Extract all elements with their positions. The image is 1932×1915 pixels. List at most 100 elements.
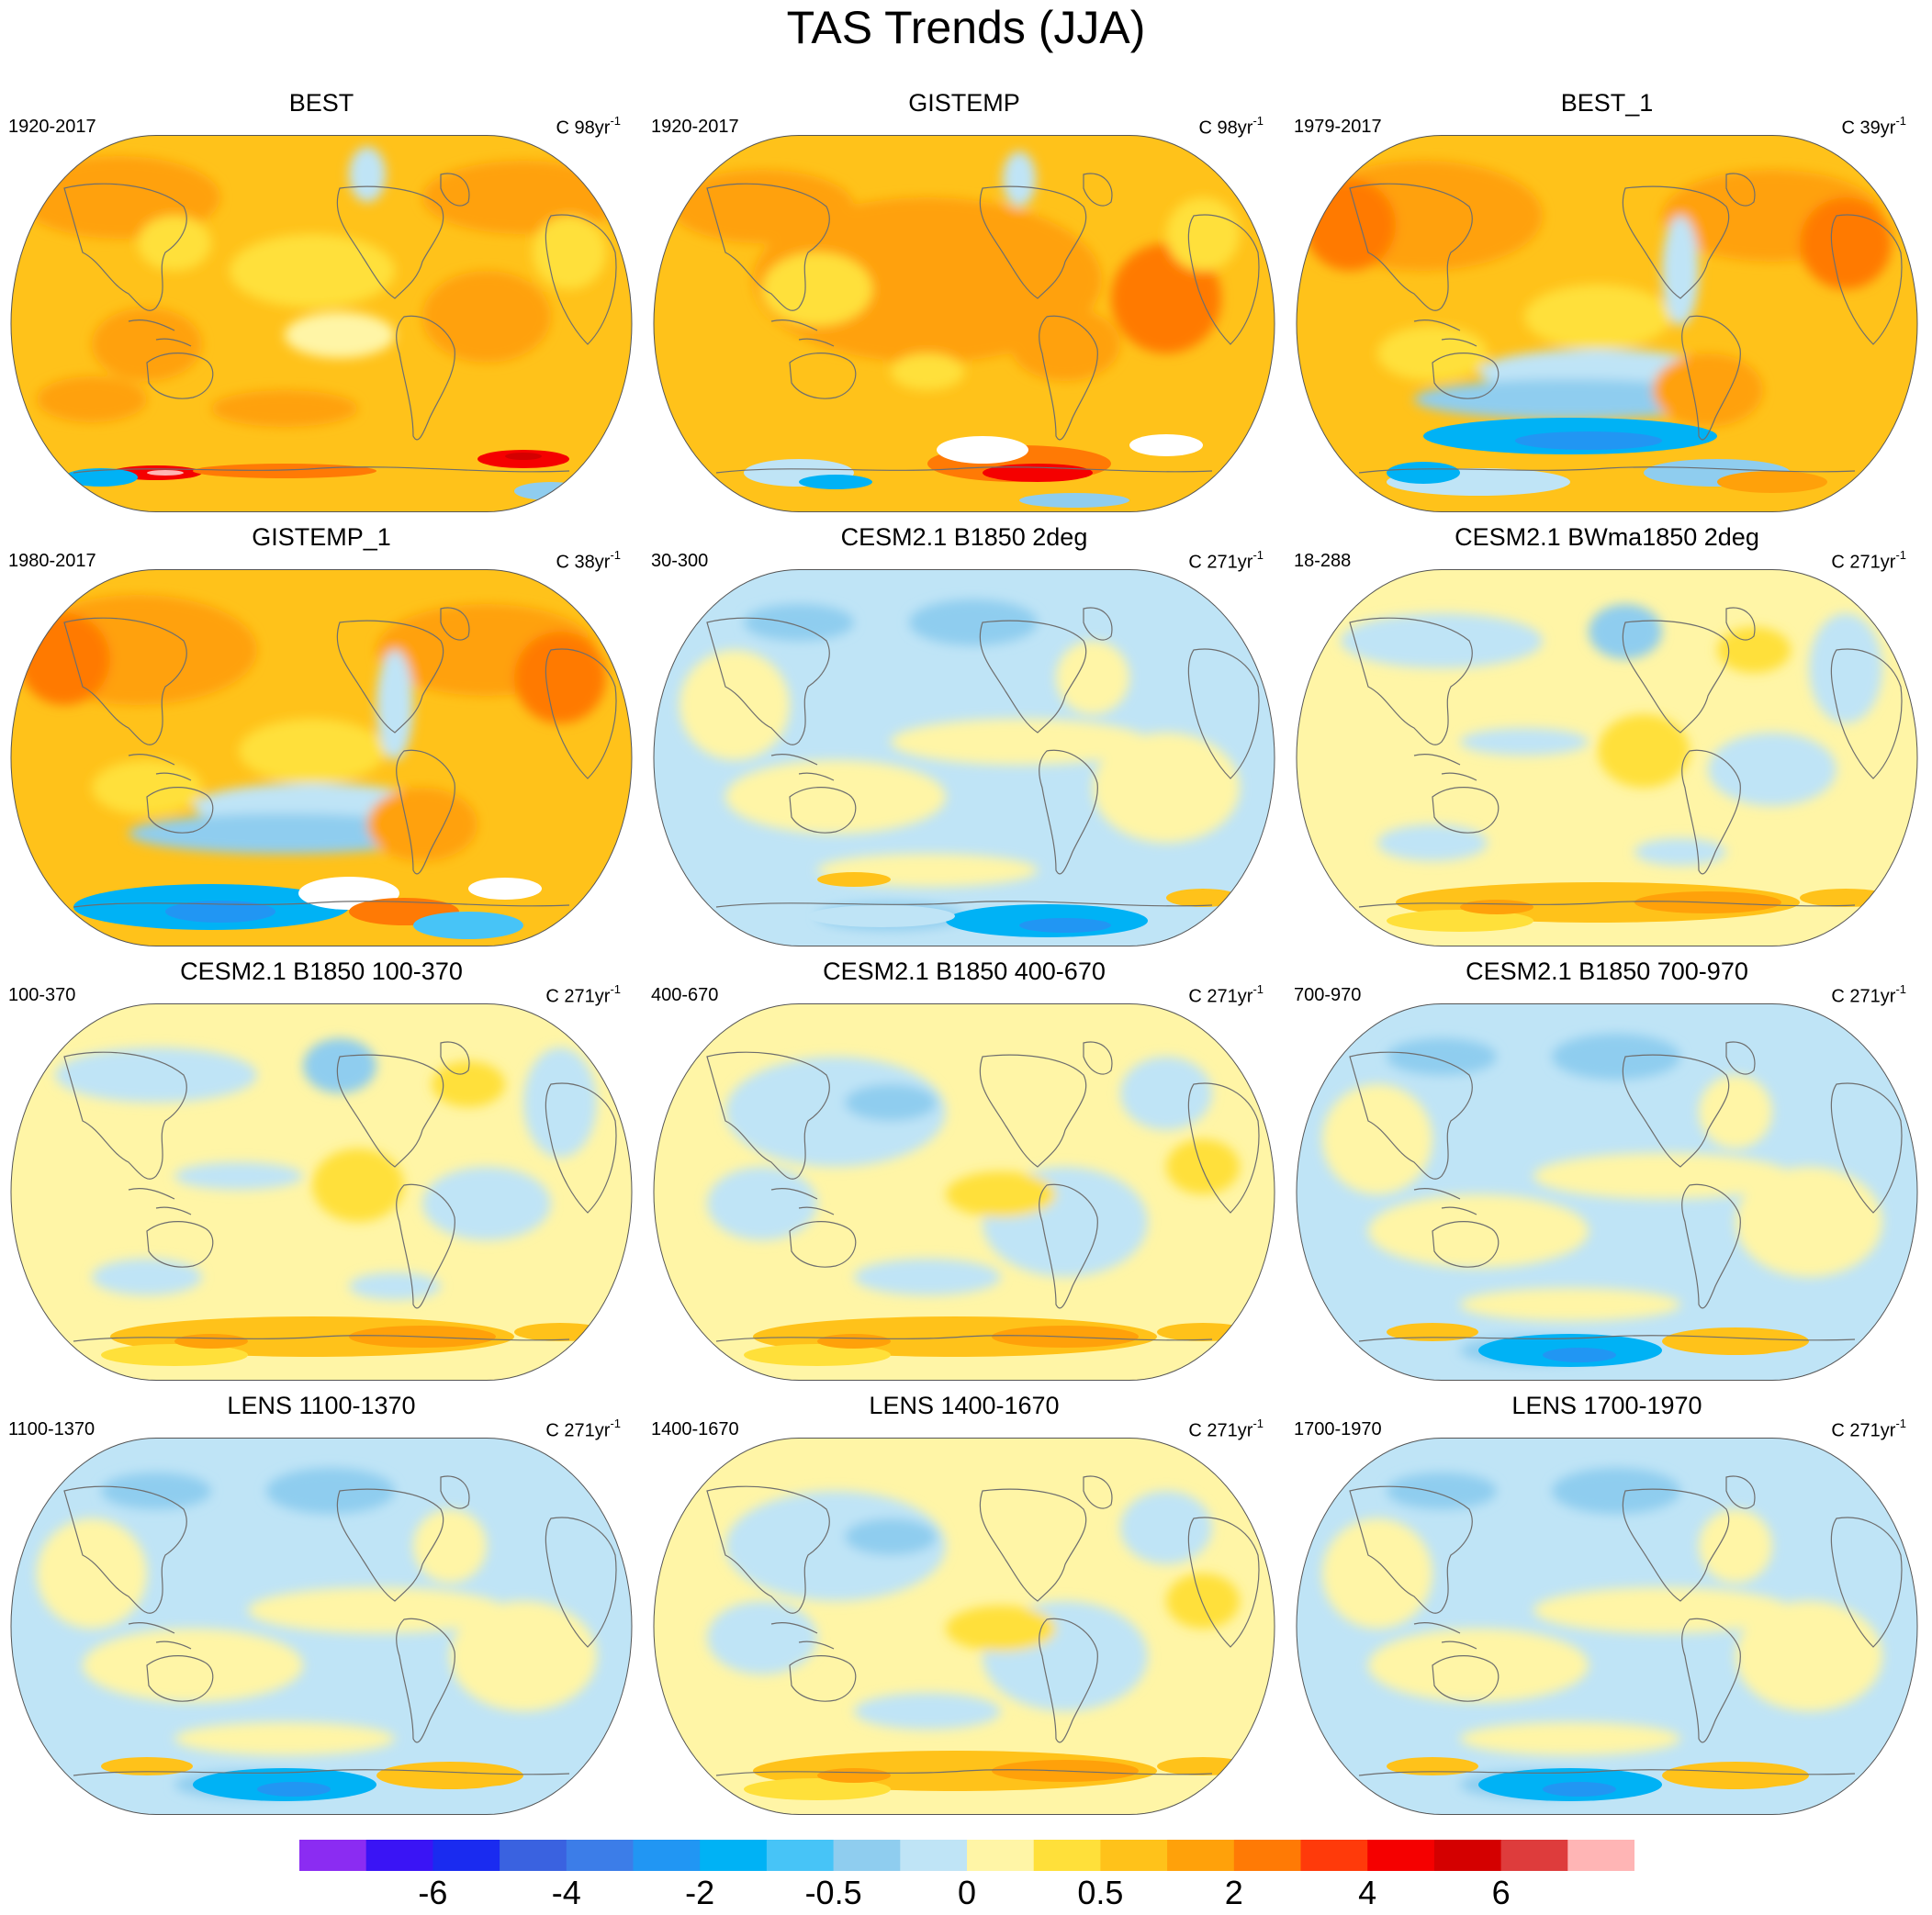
coastline [789, 787, 857, 834]
coastline [1681, 1183, 1741, 1309]
trend-region [422, 271, 551, 363]
map-outline [10, 1003, 633, 1381]
colorbar-box [566, 1840, 634, 1871]
trend-region [1460, 728, 1589, 756]
trend-region [1387, 1038, 1497, 1075]
coastline [789, 1655, 857, 1702]
trend-region [1166, 1573, 1240, 1629]
coastline [1622, 185, 1730, 299]
trend-region [1653, 353, 1763, 427]
coastline [336, 620, 444, 734]
map-panel: CESM2.1 BWma1850 2deg 18-288 C 271yr-1 [1286, 521, 1928, 953]
trend-region [92, 1259, 202, 1295]
map-panel: CESM2.1 B1850 100-370 100-370 C 271yr-1 [0, 956, 643, 1387]
coastline [1413, 754, 1477, 781]
trend-region [1552, 1034, 1680, 1080]
trend-region [1387, 1323, 1478, 1341]
trend-region [1387, 1757, 1478, 1775]
trend-region [303, 1038, 376, 1093]
panel-title: CESM2.1 B1850 100-370 [180, 958, 463, 985]
colorbar-box [1100, 1840, 1168, 1871]
panel-period-label: 1920-2017 [651, 117, 739, 137]
trend-region [680, 650, 790, 760]
trend-region [1157, 1757, 1249, 1775]
colorbar-box [500, 1840, 567, 1871]
trend-region [37, 1518, 147, 1629]
coastline [1830, 648, 1903, 779]
trend-region [468, 878, 542, 900]
colorbar-tick-label: -6 [418, 1874, 448, 1911]
trend-region [211, 390, 358, 427]
panel-units-label: C 271yr-1 [1188, 1417, 1264, 1441]
trend-region [808, 905, 955, 927]
trend-region [891, 719, 1148, 765]
coastline [1622, 1488, 1730, 1602]
coastline [770, 754, 835, 781]
trend-region [1800, 889, 1892, 907]
coastline [146, 353, 214, 399]
coastline [1083, 1041, 1113, 1075]
trend-region [1708, 733, 1837, 806]
coastline [336, 1488, 444, 1602]
map-outline [10, 135, 633, 512]
colorbar-box [1300, 1840, 1368, 1871]
coastline [545, 1517, 617, 1648]
coastline [63, 1051, 187, 1180]
trend-region [422, 1167, 551, 1240]
robinson-map [653, 135, 1275, 512]
trend-region [101, 1757, 193, 1775]
trend-region [799, 475, 872, 489]
panel-period-label: 400-670 [651, 985, 719, 1005]
coastline [706, 183, 830, 311]
map-outline [653, 569, 1275, 946]
trend-region [946, 1171, 1056, 1217]
trend-region [1524, 285, 1671, 349]
coastline [770, 1622, 835, 1650]
panel-period-label: 18-288 [1294, 551, 1352, 571]
panel-units-label: C 38yr-1 [556, 548, 621, 573]
coastline [146, 1655, 214, 1702]
coastline [715, 466, 1213, 474]
trend-region [1800, 197, 1892, 289]
coastline [770, 1188, 835, 1215]
trend-region [514, 482, 588, 500]
panel-period-label: 1100-1370 [8, 1419, 95, 1439]
colorbar-box [1500, 1840, 1568, 1871]
map-panel: BEST_1 1979-2017 C 39yr-1 [1286, 87, 1928, 519]
colorbar-box [900, 1840, 968, 1871]
trend-region [725, 760, 946, 834]
trend-region [946, 1606, 1056, 1652]
trend-region [285, 312, 395, 358]
coastline [440, 607, 470, 641]
robinson-map [10, 1438, 633, 1815]
coastline [396, 1618, 455, 1743]
coastline [1830, 214, 1903, 345]
coastline [1622, 1054, 1730, 1168]
trend-region [1699, 1509, 1772, 1583]
trend-region [349, 1272, 441, 1300]
trend-region [1699, 1075, 1772, 1148]
trend-region [854, 1259, 1001, 1295]
trend-region [248, 1587, 505, 1633]
coastline [1358, 1335, 1856, 1342]
coastline [706, 1485, 830, 1614]
coastline [979, 185, 1087, 299]
colorbar-tick-label: -0.5 [804, 1874, 862, 1911]
trend-region [138, 216, 211, 271]
coastline [1432, 353, 1500, 399]
trend-region [349, 147, 386, 202]
trend-region [1809, 613, 1882, 723]
coastline [715, 901, 1213, 908]
coastline [1358, 466, 1856, 474]
trend-region [1735, 1601, 1882, 1711]
coastline [1039, 1183, 1098, 1309]
trend-region [707, 1601, 817, 1674]
coastline [1432, 1655, 1500, 1702]
trend-region [1662, 216, 1699, 326]
panel-units-label: C 98yr-1 [1198, 114, 1264, 139]
panel-title: LENS 1400-1670 [869, 1392, 1060, 1419]
trend-region [1598, 714, 1690, 788]
panel-units-label: C 39yr-1 [1841, 114, 1906, 139]
colorbar-box [1367, 1840, 1435, 1871]
trend-region [92, 308, 202, 381]
